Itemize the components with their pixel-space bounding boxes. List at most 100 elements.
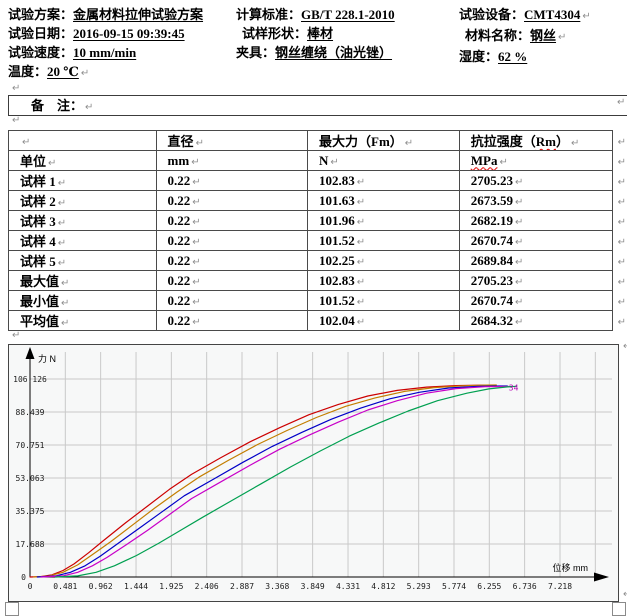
row-end-mark: ↵	[612, 231, 626, 251]
paragraph-mark: ↵	[192, 316, 201, 328]
field-fixture: 夹具：钢丝缠绕（油光锉）	[236, 43, 395, 62]
curve-试样 4	[40, 385, 512, 578]
paragraph-mark: ↵	[617, 136, 626, 148]
x-tick-label: 7.218	[548, 582, 572, 591]
value-cell: 102.83 ↵	[307, 270, 460, 291]
y-tick-label: 0	[21, 573, 26, 582]
value-cell: 101.96 ↵	[307, 210, 460, 231]
paragraph-mark: ↵	[515, 196, 524, 208]
y-axis-arrow	[25, 347, 35, 359]
spellcheck-marked-text: Rm	[535, 134, 556, 149]
cell-text: 最小值	[20, 294, 60, 309]
anchor-box-left	[5, 602, 19, 616]
y-tick-label: 53.063	[16, 474, 45, 483]
table-row: 试样 3 ↵ 0.22 ↵ 101.96 ↵ 2682.19 ↵ ↵	[8, 210, 627, 231]
paragraph-mark: ↵	[57, 198, 67, 209]
x-tick-label: 4.331	[336, 582, 360, 591]
cell-text: 2705.23	[470, 172, 513, 188]
paragraph-mark: ↵	[617, 196, 626, 208]
y-axis-title: 力 N	[38, 353, 56, 364]
field-value: GB/T 228.1-2010	[301, 7, 395, 22]
value-cell: 2689.84 ↵	[458, 250, 613, 271]
row-end-mark: ↵	[612, 171, 626, 191]
value-cell: 2682.19 ↵	[458, 210, 613, 231]
paragraph-mark: ↵	[191, 156, 200, 168]
field-value: 20 ℃	[47, 64, 79, 79]
curve-试样 2	[33, 384, 497, 578]
paragraph-mark: ↵	[192, 216, 201, 228]
y-tick-label: 35.375	[16, 507, 45, 516]
paragraph-mark: ↵	[515, 296, 524, 308]
x-tick-label: 5.774	[442, 582, 466, 591]
x-tick-label: 2.887	[230, 582, 254, 591]
x-tick-label: 3.849	[301, 582, 325, 591]
table-row: 最小值 ↵ 0.22 ↵ 101.52 ↵ 2670.74 ↵ ↵	[8, 290, 627, 311]
field-value: 棒材	[307, 26, 334, 41]
paragraph-mark: ↵	[623, 341, 627, 352]
cell-text: 试样 1	[20, 174, 56, 189]
paragraph-mark: ↵	[515, 216, 524, 228]
field-value: CMT4304	[524, 7, 581, 22]
cell-text: 0.22	[167, 292, 191, 308]
cell-text: 抗拉强度（	[470, 134, 536, 149]
paragraph-mark: ↵	[623, 589, 627, 600]
paragraph-mark: ↵	[61, 318, 70, 329]
value-cell: 0.22 ↵	[155, 210, 309, 231]
paragraph-mark: ↵	[330, 156, 339, 168]
value-cell: 0.22 ↵	[155, 310, 309, 331]
paragraph-mark: ↵	[192, 276, 201, 288]
anchor-box-right	[612, 602, 626, 616]
row-label: 最小值 ↵	[8, 290, 157, 311]
field-label: 试验日期：	[8, 26, 74, 41]
cell-text: 试样 3	[20, 214, 56, 229]
cell-text: 2670.74	[470, 232, 513, 248]
x-tick-label: 4.812	[371, 582, 395, 591]
paragraph-mark: ↵	[12, 115, 21, 126]
y-tick-label: 70.751	[16, 441, 45, 450]
paragraph-mark: ↵	[617, 176, 626, 188]
x-tick-label: 1.444	[124, 582, 148, 591]
paragraph-mark: ↵	[617, 236, 626, 248]
paragraph-mark: ↵	[515, 176, 524, 188]
cell-text: N	[319, 152, 329, 168]
x-tick-label: 6.736	[513, 582, 537, 591]
row-end-mark: ↵	[612, 131, 626, 151]
cell-text: 101.52	[319, 232, 355, 248]
value-cell: 0.22 ↵	[155, 270, 309, 291]
field-label: 计算标准：	[236, 7, 302, 22]
unit-cell: mm ↵	[155, 150, 309, 171]
chart-svg: 0 17.688 35.375 53.063 70.751 88.439 106.126 0 0…	[8, 344, 619, 602]
value-cell: 2705.23 ↵	[458, 270, 613, 291]
row-label: 试样 3 ↵	[8, 210, 157, 231]
y-tick-label: 17.688	[16, 540, 45, 549]
field-specimen-shape: 试样形状：棒材	[236, 24, 395, 43]
header-column-2: 计算标准：GB/T 228.1-2010 试样形状：棒材 夹具：钢丝缠绕（油光锉…	[236, 5, 395, 62]
value-cell: 0.22 ↵	[155, 190, 309, 211]
field-humidity: 湿度：62 %	[459, 47, 591, 66]
table-row: 试样 4 ↵ 0.22 ↵ 101.52 ↵ 2670.74 ↵ ↵	[8, 230, 627, 251]
paragraph-mark: ↵	[617, 216, 626, 228]
table-unit-row: 单位 ↵ mm ↵ N ↵ MPa ↵ ↵	[8, 150, 627, 171]
value-cell: 2670.74 ↵	[458, 290, 613, 311]
row-end-mark: ↵	[612, 151, 626, 171]
cell-text: 2670.74	[470, 292, 513, 308]
field-label: 材料名称：	[465, 28, 531, 43]
cell-text: 最大力（Fm）	[319, 134, 403, 149]
table-row: 最大值 ↵ 0.22 ↵ 102.83 ↵ 2705.23 ↵ ↵	[8, 270, 627, 291]
x-tick-label: 2.406	[195, 582, 219, 591]
paragraph-mark: ↵	[192, 176, 201, 188]
x-tick-label: 3.368	[265, 582, 289, 591]
field-value: 62 %	[498, 49, 528, 64]
cell-text: 0.22	[167, 272, 191, 288]
paragraph-mark: ↵	[356, 176, 366, 188]
field-value: 2016-09-15 09:39:45	[73, 26, 185, 41]
paragraph-mark: ↵	[61, 278, 70, 289]
paragraph-mark: ↵	[356, 196, 366, 208]
paragraph-mark: ↵	[356, 256, 366, 268]
paragraph-mark: ↵	[571, 138, 580, 149]
paragraph-mark: ↵	[12, 83, 21, 94]
value-cell: 102.83 ↵	[307, 170, 460, 191]
x-tick-label: 6.255	[477, 582, 501, 591]
paragraph-mark: ↵	[356, 276, 366, 288]
